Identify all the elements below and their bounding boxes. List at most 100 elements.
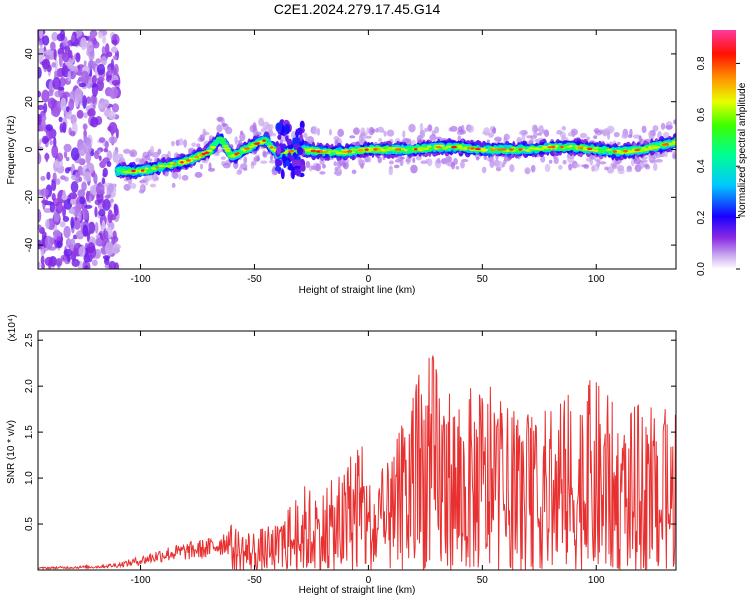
halo-blob [405, 159, 410, 163]
halo-blob [138, 189, 145, 194]
halo-blob [393, 164, 400, 169]
ridge-blob [211, 146, 215, 150]
noise-blob [62, 52, 70, 63]
ridge-blob [443, 146, 447, 150]
colorbar-gradient [712, 30, 736, 269]
noise-blob [43, 208, 52, 214]
noise-blob [112, 230, 117, 240]
halo-blob [457, 126, 463, 133]
ridge-blob [427, 145, 432, 148]
noise-blob [44, 49, 53, 56]
ridge-blob [123, 171, 130, 174]
ridge-blob [668, 143, 674, 146]
y-tick-label: 20 [24, 96, 35, 108]
halo-blob [123, 148, 131, 154]
hot-spot [474, 147, 481, 151]
halo-blob [524, 169, 530, 173]
noise-blob [103, 147, 109, 153]
hot-spot [256, 142, 260, 145]
hot-spot [323, 150, 328, 154]
ridge-blob [211, 142, 217, 146]
noise-blob [91, 259, 98, 267]
noise-blob [42, 35, 50, 46]
halo-blob [476, 156, 480, 161]
snr-frame [37, 330, 677, 571]
hot-spot [194, 155, 199, 159]
noise-blob [101, 177, 106, 185]
halo-blob [386, 129, 395, 137]
hot-spot [577, 146, 582, 149]
noise-blob [82, 95, 87, 109]
ridge-blob [266, 141, 272, 146]
noise-blob [92, 104, 96, 110]
noise-blob [41, 58, 51, 70]
halo-blob [183, 139, 188, 148]
snr-panel: -100 -50 0 50 100 0.5 1.0 1.5 2.0 2.5 (x10⁴) Heig… [6, 314, 677, 596]
halo-blob [548, 159, 553, 164]
halo-blob [262, 121, 270, 130]
noise-blob [75, 52, 81, 63]
disturbance-blob [275, 122, 283, 133]
ridge-blob [568, 145, 573, 148]
noise-blob [112, 55, 118, 61]
noise-blob [96, 79, 104, 92]
halo-blob [617, 168, 625, 175]
halo-blob [643, 163, 649, 168]
halo-blob [216, 124, 223, 133]
noise-blob [70, 181, 79, 193]
halo-blob [171, 182, 176, 188]
halo-blob [494, 136, 502, 142]
halo-blob [589, 158, 594, 166]
hot-spot [140, 169, 145, 172]
halo-blob [561, 125, 567, 131]
hot-spot [198, 154, 203, 157]
noise-blob [56, 152, 64, 162]
halo-blob [606, 166, 615, 174]
noise-blob [81, 181, 87, 192]
noise-blob [87, 242, 96, 253]
noise-blob [64, 167, 70, 174]
noise-blob [95, 237, 103, 247]
noise-blob [44, 235, 54, 250]
x-tick-label: 50 [477, 274, 489, 285]
hot-spot [466, 146, 471, 150]
halo-blob [613, 131, 620, 138]
hot-spot [346, 150, 353, 153]
halo-blob [593, 135, 598, 139]
colorbar-tick-label: 0.6 [696, 107, 707, 121]
hot-spot [131, 169, 136, 173]
noise-blob [68, 98, 75, 111]
ridge-blob [336, 152, 343, 155]
halo-blob [130, 151, 135, 156]
noise-blob [38, 146, 44, 152]
halo-blob [632, 134, 641, 139]
halo-blob [368, 126, 375, 136]
noise-blob [86, 40, 94, 53]
disturbance-blob [284, 124, 291, 135]
hot-spot [612, 150, 617, 153]
halo-blob [151, 151, 160, 158]
halo-blob [412, 157, 416, 163]
hot-spot [414, 148, 418, 151]
halo-blob [553, 156, 559, 165]
hot-spot [310, 149, 316, 153]
noise-blob [70, 216, 75, 229]
noise-blob [51, 193, 56, 201]
halo-blob [621, 134, 628, 139]
halo-blob [544, 163, 551, 173]
noise-blob [79, 196, 86, 205]
noise-blob [82, 123, 88, 131]
noise-blob [83, 141, 92, 155]
halo-blob [118, 153, 124, 160]
disturbance-blob [293, 143, 299, 149]
y-tick-label: 40 [24, 48, 35, 60]
noise-blob [45, 152, 49, 163]
noise-blob [55, 201, 64, 214]
noise-blob [40, 188, 49, 197]
noise-blob [43, 102, 48, 114]
snr-axes: -100 -50 0 50 100 0.5 1.0 1.5 2.0 2.5 [24, 331, 676, 586]
halo-blob [366, 127, 370, 135]
halo-blob [236, 169, 242, 175]
halo-blob [648, 154, 656, 164]
ridge-blob [608, 151, 613, 155]
